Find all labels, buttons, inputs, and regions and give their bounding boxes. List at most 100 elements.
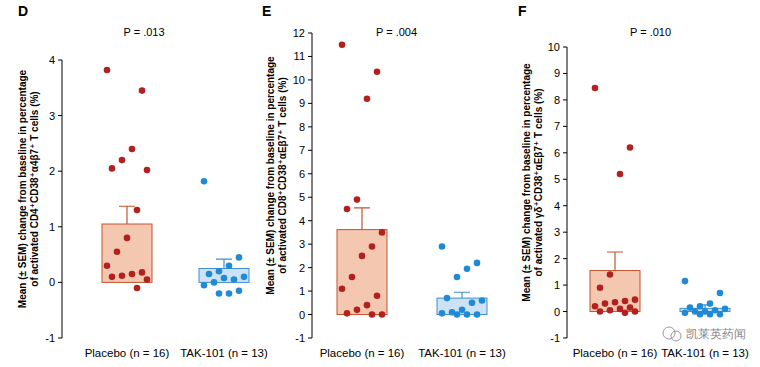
y-tick	[308, 197, 312, 198]
data-point	[221, 275, 228, 282]
y-tick-label: 4	[554, 200, 560, 212]
y-tick-label: 6	[554, 147, 560, 159]
data-point	[109, 165, 116, 172]
y-tick	[308, 126, 312, 127]
data-point	[454, 311, 461, 318]
panel: DP = .013Mean (± SEM) change from baseli…	[17, 3, 268, 359]
data-point	[119, 272, 126, 279]
y-axis-label: Mean (± SEM) change from baseline in per…	[265, 56, 288, 295]
data-point	[364, 95, 371, 102]
error-bar	[119, 206, 135, 224]
y-tick-label: 6	[299, 168, 305, 180]
y-tick	[308, 56, 312, 57]
data-point	[206, 271, 213, 278]
data-point	[602, 300, 609, 307]
data-point	[104, 262, 111, 269]
y-tick	[308, 291, 312, 292]
y-axis-label-line: Mean (± SEM) change from baseline in per…	[521, 63, 532, 302]
data-point	[139, 269, 146, 276]
data-point	[717, 311, 724, 318]
watermark-icon	[671, 331, 681, 341]
y-tick	[563, 205, 567, 206]
y-tick-label: -1	[295, 332, 305, 344]
data-point	[454, 274, 461, 281]
y-tick-label: 2	[554, 253, 560, 265]
data-point	[354, 307, 361, 314]
data-point	[344, 206, 351, 213]
y-tick-label: 8	[554, 94, 560, 106]
y-tick-label: -1	[550, 332, 560, 344]
y-tick	[563, 47, 567, 48]
y-tick-label: 7	[554, 120, 560, 132]
data-point	[379, 229, 386, 236]
data-point	[236, 287, 243, 294]
y-tick	[308, 173, 312, 174]
data-point	[632, 296, 639, 303]
y-tick-label: 4	[299, 215, 305, 227]
data-point	[632, 308, 639, 315]
y-tick	[58, 282, 62, 283]
data-point	[597, 308, 604, 315]
y-tick	[308, 338, 312, 339]
y-tick-label: 10	[293, 74, 305, 86]
y-tick-label: 1	[299, 285, 305, 297]
y-axis-label-line: of activated CD4⁺CD38⁺α4β7⁺ T cells (%)	[29, 91, 40, 286]
y-tick-label: 2	[49, 165, 55, 177]
data-point	[722, 306, 729, 313]
bar	[590, 271, 640, 312]
data-point	[374, 68, 381, 75]
data-point	[374, 292, 381, 299]
data-point	[216, 290, 223, 297]
data-point	[612, 299, 619, 306]
data-point	[597, 284, 604, 291]
figure: DP = .013Mean (± SEM) change from baseli…	[0, 0, 760, 367]
error-bar	[454, 292, 470, 298]
panel: EP = .004Mean (± SEM) change from baseli…	[262, 3, 506, 359]
y-axis-label: Mean (± SEM) change from baseline in per…	[17, 69, 40, 308]
data-point	[124, 235, 131, 242]
x-tick-label: TAK-101 (n = 13)	[661, 347, 749, 359]
data-point	[364, 302, 371, 309]
y-tick	[563, 338, 567, 339]
x-tick-label: TAK-101 (n = 13)	[418, 347, 506, 359]
data-point	[129, 146, 136, 153]
data-point	[339, 285, 346, 292]
y-tick-label: 7	[299, 144, 305, 156]
bar	[337, 230, 387, 315]
y-tick	[308, 314, 312, 315]
y-tick	[563, 152, 567, 153]
panel-label: F	[518, 3, 527, 19]
data-point	[241, 274, 248, 281]
data-point	[607, 271, 614, 278]
x-tick-label: Placebo (n = 16)	[573, 347, 658, 359]
y-tick	[308, 244, 312, 245]
data-point	[216, 268, 223, 275]
data-point	[344, 310, 351, 317]
y-tick	[563, 179, 567, 180]
data-point	[444, 295, 451, 302]
data-point	[592, 85, 599, 92]
y-tick	[58, 171, 62, 172]
y-axis	[312, 33, 313, 338]
data-point	[622, 298, 629, 305]
data-point	[464, 265, 471, 272]
y-axis-label: Mean (± SEM) change from baseline in per…	[521, 63, 544, 302]
data-point	[617, 171, 624, 178]
x-tick-label: TAK-101 (n = 13)	[180, 347, 268, 359]
data-point	[104, 67, 111, 74]
y-tick-label: 12	[293, 27, 305, 39]
data-point	[469, 300, 476, 307]
data-point	[134, 207, 141, 214]
data-point	[369, 311, 376, 318]
data-point	[144, 276, 151, 283]
data-point	[707, 300, 714, 307]
y-tick	[308, 150, 312, 151]
plot-area	[337, 41, 487, 317]
y-tick-label: 2	[299, 262, 305, 274]
y-tick-label: 3	[554, 226, 560, 238]
y-tick-label: 0	[49, 276, 55, 288]
data-point	[474, 311, 481, 318]
title: P = .013	[123, 26, 164, 38]
y-axis-label-line: Mean (± SEM) change from baseline in per…	[17, 69, 28, 308]
data-point	[109, 274, 116, 281]
